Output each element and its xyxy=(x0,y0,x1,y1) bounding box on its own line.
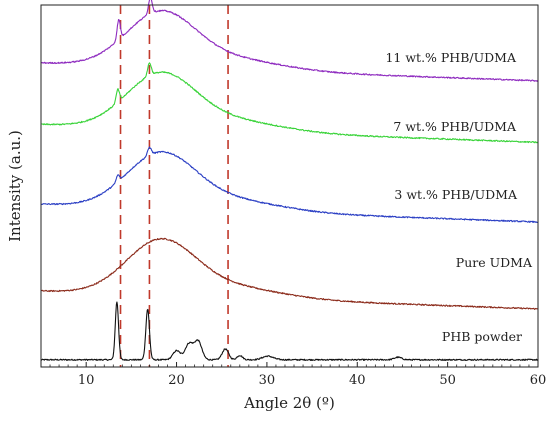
x-axis-title: Angle 2θ (º) xyxy=(243,394,335,412)
series-label: Pure UDMA xyxy=(456,255,533,270)
x-tick-label: 10 xyxy=(78,373,95,388)
series-label: 11 wt.% PHB/UDMA xyxy=(385,50,516,65)
x-axis: 10 20 30 40 50 60 xyxy=(49,362,547,388)
plot-frame xyxy=(40,4,539,368)
series-line xyxy=(40,237,538,310)
series-label: 7 wt.% PHB/UDMA xyxy=(393,119,517,134)
y-axis-title: Intensity (a.u.) xyxy=(6,130,24,242)
plot-background xyxy=(41,5,538,367)
series-label: 3 wt.% PHB/UDMA xyxy=(394,187,518,202)
x-tick-label: 20 xyxy=(168,373,185,388)
x-tick-label: 50 xyxy=(439,373,456,388)
series-label: PHB powder xyxy=(442,329,522,344)
series-line xyxy=(40,301,539,361)
series-labels: PHB powder Pure UDMA 3 wt.% PHB/UDMA 7 wt.%… xyxy=(385,50,532,344)
x-tick-label: 60 xyxy=(530,373,547,388)
series-line xyxy=(40,0,539,82)
series-line xyxy=(40,146,538,223)
x-tick-label: 30 xyxy=(259,373,276,388)
series-line xyxy=(40,62,539,144)
x-tick-label: 40 xyxy=(349,373,366,388)
reference-lines xyxy=(119,5,229,367)
series-layer xyxy=(40,0,539,361)
